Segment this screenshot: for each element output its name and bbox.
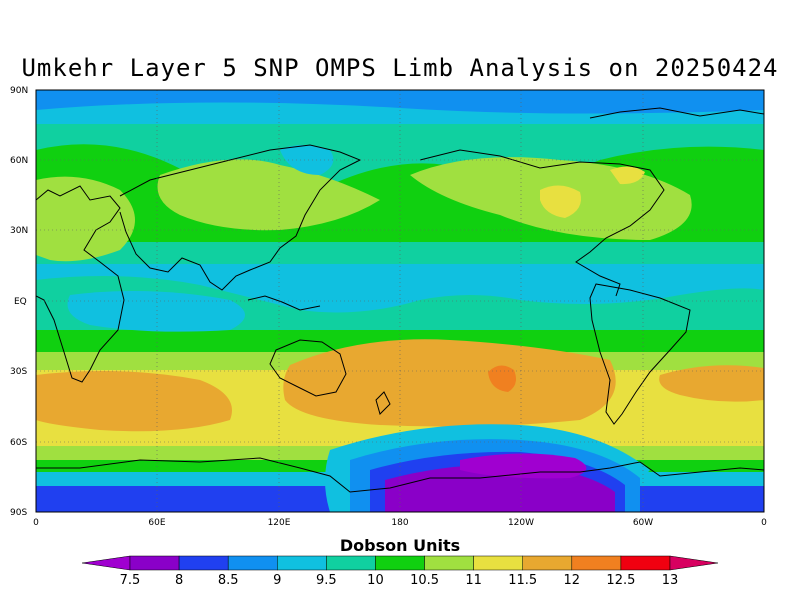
lon-label: 120E	[268, 518, 291, 528]
contour-southindian-orange	[36, 371, 232, 432]
colorbar-label: 11.5	[508, 573, 537, 588]
coast-newzealand	[375, 391, 391, 415]
colorbar-segment	[522, 555, 573, 571]
colorbar-segment	[571, 555, 622, 571]
colorbar-segment	[620, 555, 671, 571]
colorbar-segment	[473, 555, 523, 571]
colorbar-segment	[326, 555, 376, 571]
coast-australia	[269, 339, 347, 397]
map-title: Umkehr Layer 5 SNP OMPS Limb Analysis on…	[21, 54, 779, 82]
coast-greenland-canada	[589, 107, 764, 119]
lon-label: 0	[33, 518, 39, 528]
coast-europe-africa	[36, 185, 125, 383]
coast-south-america	[589, 283, 691, 425]
band-north-2	[36, 124, 764, 142]
lat-label: 30N	[10, 226, 28, 236]
lon-label: 60E	[148, 518, 165, 528]
colorbar-label: 10	[367, 573, 384, 588]
colorbar-label: 9.5	[316, 573, 337, 588]
lon-label: 0	[761, 518, 767, 528]
coast-antarctica	[36, 457, 764, 493]
colorbar-label: 10.5	[410, 573, 439, 588]
colorbar-segment	[227, 555, 278, 571]
colorbar-label: 9	[273, 573, 281, 588]
lon-label: 120W	[508, 518, 534, 528]
colorbar: 7.5 8 8.5 9 9.5 10 10.5 11 11.5 12 12.5 13	[81, 555, 719, 588]
lat-label: 60N	[10, 156, 28, 166]
graticule	[36, 90, 764, 512]
coast-indonesia	[247, 295, 321, 311]
colorbar-title: Dobson Units	[339, 536, 461, 555]
colorbar-label: 13	[662, 573, 679, 588]
colorbar-label: 8	[175, 573, 183, 588]
contour-canada-yellow	[610, 166, 645, 185]
contour-southatlantic-orange	[659, 365, 764, 402]
colorbar-segment	[178, 555, 229, 571]
colorbar-segment	[424, 555, 474, 571]
colorbar-segment	[81, 555, 131, 571]
colorbar-segment	[669, 555, 719, 571]
contour-southpacific-orange	[283, 339, 616, 427]
contour-namerica-yellow	[540, 185, 581, 218]
coast-north-america	[419, 149, 665, 297]
contour-arctic-blue	[36, 90, 764, 114]
contour-siberia-teal	[280, 145, 334, 175]
colorbar-segment	[277, 555, 327, 571]
lat-labels: 90N 60N 30N EQ 30S 60S 90S	[10, 86, 28, 518]
lon-label: 180	[391, 518, 408, 528]
colorbar-segment	[129, 555, 180, 571]
colorbar-segment	[375, 555, 425, 571]
lon-labels: 0 60E 120E 180 120W 60W 0	[33, 518, 767, 528]
lat-label: 30S	[10, 367, 27, 377]
colorbar-label: 12.5	[606, 573, 635, 588]
contour-europe-lightgreen	[36, 176, 135, 262]
lat-label: 90S	[10, 508, 27, 518]
lat-label: 60S	[10, 438, 27, 448]
colorbar-label: 8.5	[218, 573, 239, 588]
lat-label: EQ	[14, 297, 27, 307]
coastlines	[36, 107, 764, 493]
colorbar-label: 12	[564, 573, 581, 588]
contour-indian-teal-core	[190, 301, 220, 322]
contour-southpacific-core	[488, 365, 516, 392]
lat-label: 90N	[10, 86, 28, 96]
contour-asia-lightgreen	[157, 159, 380, 231]
coast-asia	[119, 144, 362, 291]
lon-label: 60W	[633, 518, 653, 528]
colorbar-label: 7.5	[120, 573, 141, 588]
band-subtrop-north	[36, 242, 764, 264]
plot-frame	[35, 89, 765, 513]
colorbar-label: 11	[465, 573, 482, 588]
